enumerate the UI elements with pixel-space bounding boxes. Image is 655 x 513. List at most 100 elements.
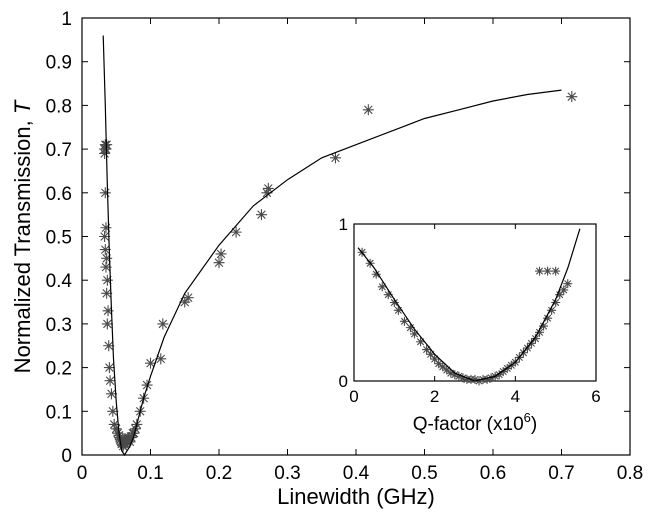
inset-x-axis-label: Q-factor (x106) bbox=[413, 410, 537, 435]
inset-data-point bbox=[450, 370, 460, 380]
main-data-point bbox=[141, 379, 153, 391]
main-data-point bbox=[103, 340, 115, 352]
y-axis-label-text: Normalized Transmission, bbox=[10, 114, 35, 373]
main-y-tick-label: 0.8 bbox=[46, 96, 72, 117]
main-data-point bbox=[110, 423, 122, 435]
inset-data-point bbox=[454, 371, 464, 381]
main-fit-curve bbox=[102, 35, 562, 457]
inset-data-point bbox=[535, 266, 545, 276]
main-data-point bbox=[182, 292, 194, 304]
main-x-tick-label: 0 bbox=[77, 463, 88, 484]
inset-x-tick-label: 2 bbox=[430, 387, 439, 406]
inset-data-point bbox=[494, 370, 504, 380]
main-data-point bbox=[112, 427, 124, 439]
main-data-point bbox=[566, 91, 578, 103]
main-ticks: 0 0.1 0.2 0.3 0.4 0.5 0.6 0.7 0.8 0 0.1 0.2 0.3 0.4 0.… bbox=[46, 9, 644, 484]
main-x-tick-label: 0.8 bbox=[617, 463, 643, 484]
inset-ticks: 0 2 4 6 0 1 bbox=[339, 215, 601, 406]
main-data-point bbox=[329, 152, 341, 164]
inset-data-point bbox=[547, 305, 557, 315]
main-data-point bbox=[362, 104, 374, 116]
inset-data-point bbox=[377, 282, 387, 292]
inset-data-point bbox=[543, 266, 553, 276]
inset-x-tick-label: 6 bbox=[591, 387, 600, 406]
main-data-point bbox=[101, 274, 113, 286]
main-data-point bbox=[262, 182, 274, 194]
inset-data-point bbox=[416, 337, 426, 347]
main-data-point bbox=[213, 257, 225, 269]
inset-data-point bbox=[531, 334, 540, 344]
inset-data-point bbox=[474, 376, 484, 386]
x-axis-label: Linewidth (GHz) bbox=[277, 484, 435, 509]
main-data-point bbox=[99, 187, 111, 199]
inset-data-point bbox=[442, 365, 452, 375]
main-x-tick-label: 0.2 bbox=[206, 463, 232, 484]
main-data-point bbox=[101, 252, 113, 264]
inset-data-point bbox=[555, 290, 565, 300]
y-axis-label-symbol: T bbox=[10, 99, 35, 114]
main-x-tick-label: 0.7 bbox=[548, 463, 574, 484]
main-data-point bbox=[157, 318, 169, 330]
inset-data-point bbox=[383, 290, 393, 300]
inset-data-point bbox=[498, 367, 508, 377]
inset-data-point bbox=[535, 327, 545, 337]
inset-x-axis-label-sup: 6 bbox=[524, 410, 531, 425]
inset-y-tick-label: 0 bbox=[339, 372, 348, 391]
main-y-tick-label: 0.1 bbox=[46, 402, 72, 423]
inset-fit-curve bbox=[357, 228, 581, 382]
inset-x-axis-label-end: ) bbox=[531, 414, 537, 435]
main-data-point bbox=[104, 375, 116, 387]
inset-x-tick-label: 0 bbox=[349, 387, 358, 406]
main-y-tick-label: 0.4 bbox=[46, 271, 73, 292]
main-data-point bbox=[215, 248, 227, 260]
inset-x-axis-label-text: Q-factor (x10 bbox=[413, 414, 524, 435]
main-data-point bbox=[101, 287, 113, 299]
main-data-point bbox=[101, 318, 113, 330]
main-data-point bbox=[261, 187, 273, 199]
main-x-tick-label: 0.6 bbox=[480, 463, 506, 484]
main-data-point bbox=[255, 209, 267, 221]
main-data-point bbox=[99, 147, 111, 159]
inset-data-point bbox=[446, 368, 456, 378]
main-data-point bbox=[145, 357, 156, 369]
inset-data-point bbox=[563, 279, 573, 289]
main-data-point bbox=[103, 362, 115, 374]
inset-data-point bbox=[426, 349, 436, 359]
inset-data-point bbox=[405, 323, 415, 333]
inset-data-point bbox=[482, 374, 492, 384]
inset-data-point bbox=[470, 374, 480, 384]
inset-data-point bbox=[393, 305, 403, 315]
inset-data-point bbox=[551, 266, 561, 276]
inset-x-tick-label: 4 bbox=[511, 387, 520, 406]
main-data-point bbox=[108, 418, 120, 430]
main-x-tick-label: 0.3 bbox=[274, 463, 300, 484]
main-y-tick-label: 0.6 bbox=[46, 184, 72, 205]
main-y-tick-label: 0.9 bbox=[46, 53, 72, 74]
inset-data-point bbox=[399, 316, 409, 326]
inset-data-point bbox=[434, 359, 444, 369]
inset-data-point bbox=[526, 338, 536, 348]
main-y-tick-label: 0 bbox=[61, 446, 72, 467]
main-x-tick-label: 0.4 bbox=[343, 463, 370, 484]
main-y-tick-label: 0.5 bbox=[46, 228, 72, 249]
inset-data-point bbox=[410, 329, 419, 339]
main-y-tick-label: 1 bbox=[61, 9, 72, 30]
inset-data-point bbox=[539, 321, 549, 331]
main-data-point bbox=[100, 261, 112, 273]
main-y-tick-label: 0.7 bbox=[46, 140, 72, 161]
main-data-point bbox=[105, 388, 117, 400]
inset-data-point bbox=[458, 373, 468, 383]
inset-data-point bbox=[430, 354, 440, 364]
main-x-tick-label: 0.5 bbox=[411, 463, 437, 484]
main-y-tick-label: 0.3 bbox=[46, 315, 72, 336]
inset-data-point bbox=[559, 285, 569, 295]
inset-data-point bbox=[543, 313, 553, 323]
inset-data-point bbox=[551, 298, 561, 307]
main-data-point bbox=[155, 353, 167, 365]
main-data-point bbox=[102, 305, 114, 317]
main-y-tick-label: 0.2 bbox=[46, 359, 72, 380]
inset-data-point bbox=[438, 362, 448, 372]
inset-data-point bbox=[389, 298, 399, 307]
